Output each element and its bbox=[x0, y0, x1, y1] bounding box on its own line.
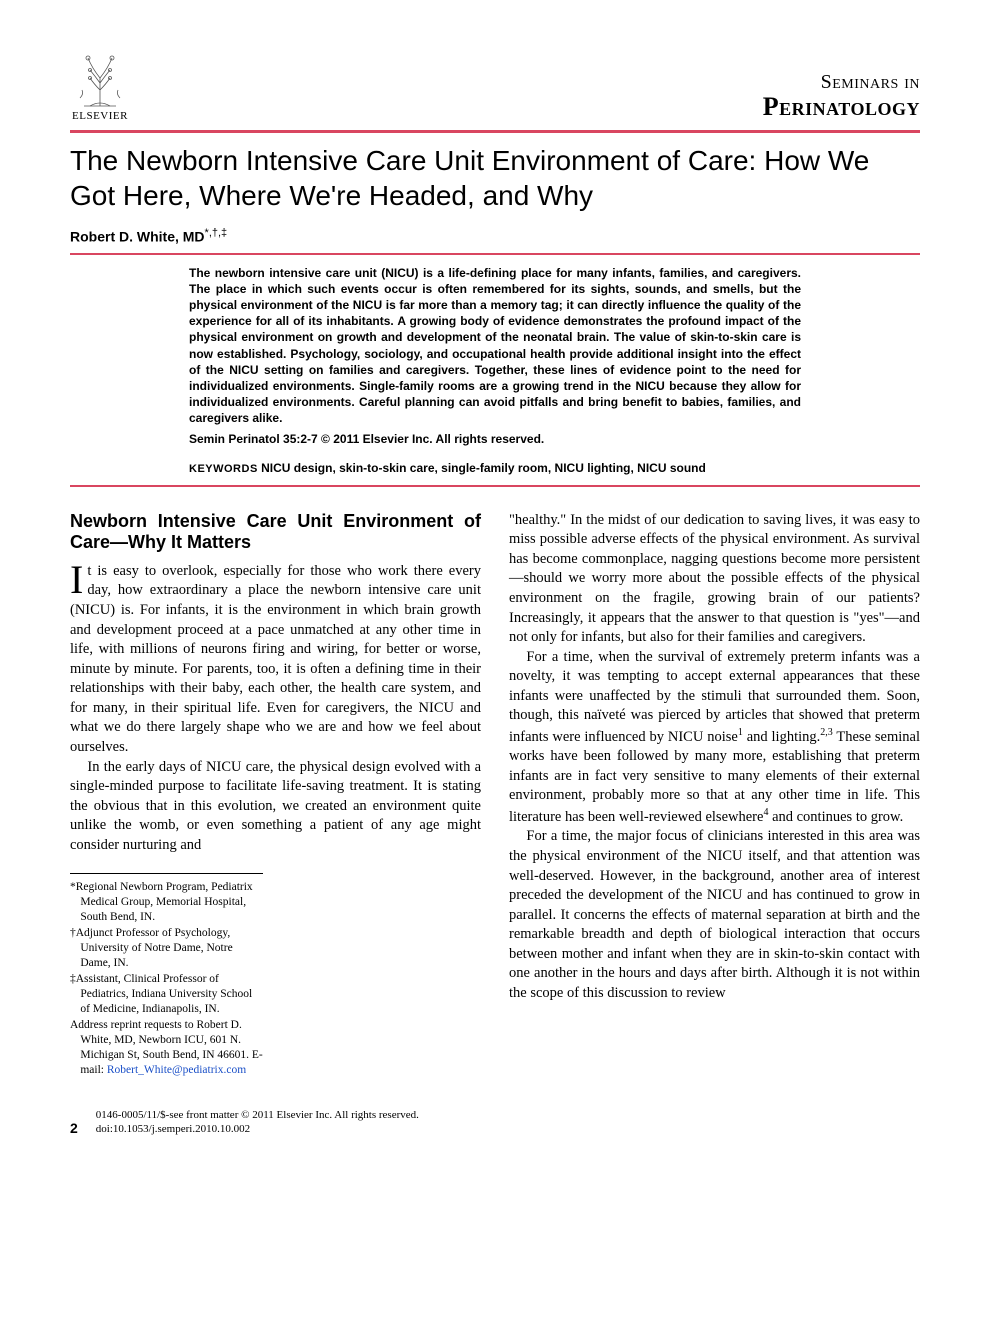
footer-line1: 0146-0005/11/$-see front matter © 2011 E… bbox=[96, 1108, 419, 1122]
dropcap: I bbox=[70, 562, 87, 596]
publisher-name: ELSEVIER bbox=[72, 110, 128, 122]
keywords-text: NICU design, skin-to-skin care, single-f… bbox=[261, 461, 706, 475]
publisher-logo: ELSEVIER bbox=[70, 48, 130, 122]
page-number: 2 bbox=[70, 1120, 78, 1136]
abstract-citation: Semin Perinatol 35:2-7 © 2011 Elsevier I… bbox=[189, 431, 801, 447]
footnote-3: ‡Assistant, Clinical Professor of Pediat… bbox=[70, 972, 263, 1017]
rule-under-keywords bbox=[70, 485, 920, 487]
body-p2: In the early days of NICU care, the phys… bbox=[70, 758, 481, 856]
body-p3: "healthy." In the midst of our dedicatio… bbox=[509, 511, 920, 648]
body-p4: For a time, when the survival of extreme… bbox=[509, 648, 920, 828]
footnote-1: *Regional Newborn Program, Pediatrix Med… bbox=[70, 880, 263, 925]
footer-text: 0146-0005/11/$-see front matter © 2011 E… bbox=[96, 1108, 419, 1137]
page-footer: 2 0146-0005/11/$-see front matter © 2011… bbox=[70, 1108, 920, 1137]
journal-title: Seminars in Perinatology bbox=[763, 71, 920, 122]
journal-line2: Perinatology bbox=[763, 93, 920, 122]
section-heading: Newborn Intensive Care Unit Environment … bbox=[70, 511, 481, 554]
footnotes-block: *Regional Newborn Program, Pediatrix Med… bbox=[70, 873, 263, 1077]
author-affil-marks: *,†,‡ bbox=[205, 227, 228, 239]
elsevier-tree-icon bbox=[70, 48, 130, 108]
author-name: Robert D. White, MD bbox=[70, 229, 205, 245]
keywords-row: KEYWORDS NICU design, skin-to-skin care,… bbox=[189, 461, 801, 475]
ref-2-3: 2,3 bbox=[820, 727, 833, 738]
abstract-block: The newborn intensive care unit (NICU) i… bbox=[189, 265, 801, 447]
body-p5: For a time, the major focus of clinician… bbox=[509, 827, 920, 1003]
abstract-text: The newborn intensive care unit (NICU) i… bbox=[189, 266, 801, 426]
keywords-label: KEYWORDS bbox=[189, 463, 258, 475]
reprint-email-link[interactable]: Robert_White@pediatrix.com bbox=[107, 1064, 246, 1076]
footer-line2: doi:10.1053/j.semperi.2010.10.002 bbox=[96, 1122, 419, 1136]
body-p1: It is easy to overlook, especially for t… bbox=[70, 562, 481, 758]
author-line: Robert D. White, MD*,†,‡ bbox=[70, 227, 920, 245]
article-body: Newborn Intensive Care Unit Environment … bbox=[70, 511, 920, 1078]
article-title: The Newborn Intensive Care Unit Environm… bbox=[70, 143, 920, 213]
journal-line1: Seminars in bbox=[763, 71, 920, 93]
rule-under-author bbox=[70, 253, 920, 255]
rule-top bbox=[70, 130, 920, 133]
footnote-4: Address reprint requests to Robert D. Wh… bbox=[70, 1018, 263, 1078]
footnote-2: †Adjunct Professor of Psychology, Univer… bbox=[70, 926, 263, 971]
page-header: ELSEVIER Seminars in Perinatology bbox=[70, 48, 920, 122]
